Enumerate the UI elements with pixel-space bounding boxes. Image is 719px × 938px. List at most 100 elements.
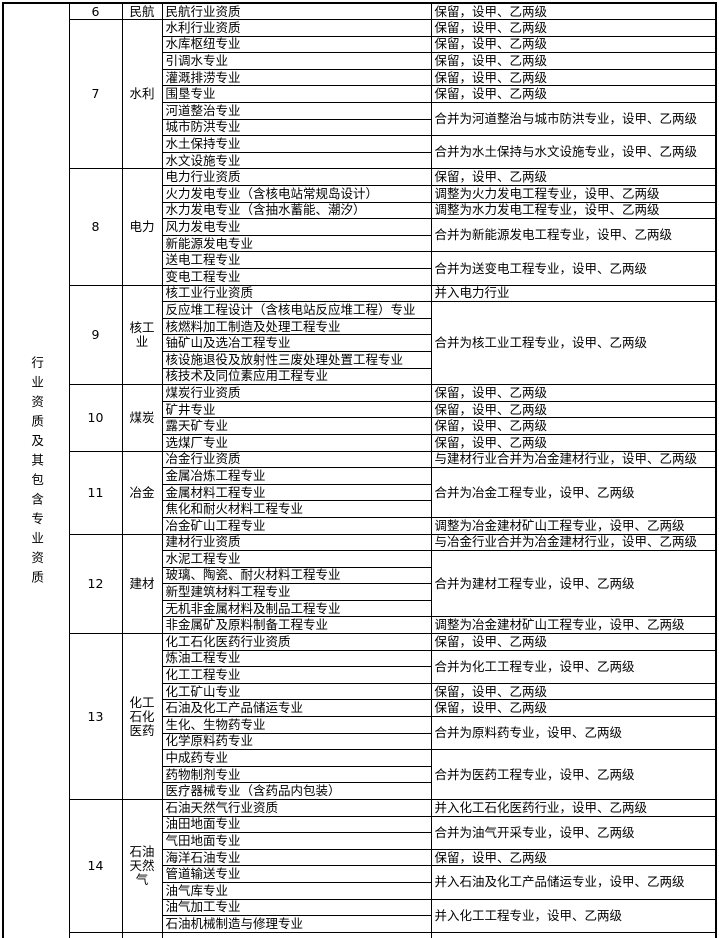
disposition-cell: 保留，设甲、乙两级 (430, 85, 717, 104)
table-row: 药物制剂专业 (3, 765, 716, 784)
industry-cell: 水利 (121, 19, 163, 170)
disposition-cell: 并入电力行业 (430, 284, 717, 303)
specialty-cell: 铀矿山及选冶工程专业 (161, 334, 432, 352)
row-number-cell: 12 (68, 533, 123, 635)
specialty-cell: 焦化和耐火材料工程专业 (161, 500, 432, 518)
specialty-cell: 医疗器械专业（含药品内包装） (161, 782, 432, 800)
table-row: 7 水利 水利行业资质 保留，设甲、乙两级 (3, 19, 717, 170)
disposition-cell: 合并为河道整治与城市防洪专业，设甲、乙两级 (430, 102, 717, 137)
table-row: 油气加工专业 并入化工工程专业，设甲、乙两级 (3, 898, 717, 933)
table-row-partial (3, 931, 717, 938)
specialty-cell: 电力行业资质 (161, 168, 432, 187)
table-row: 13 化工石化医药 化工石化医药行业资质 保留，设甲、乙两级 (3, 633, 717, 800)
specialty-cell: 水泥工程专业 (161, 550, 432, 568)
row-number-cell: 9 (68, 284, 123, 386)
row-number-cell: 10 (68, 384, 123, 452)
disposition-cell: 保留，设甲、乙两级 (430, 19, 717, 37)
specialty-cell: 反应堆工程设计（含核电站反应堆工程）专业 (161, 301, 432, 319)
specialty-cell: 油气加工专业 (161, 898, 432, 917)
specialty-cell: 新能源发电专业 (161, 234, 432, 253)
row-number-cell: 8 (68, 168, 123, 286)
table-row: 冶金矿山工程专业 调整为冶金建材矿山工程专业，设甲、乙两级 (3, 516, 717, 535)
specialty-cell: 火力发电专业（含核电站常规岛设计） (161, 185, 432, 203)
specialty-cell: 水土保持专业 (161, 135, 432, 153)
specialty-cell: 金属材料工程专业 (161, 483, 432, 502)
row-group-header-text: 行业资质及其包含专业资质 (29, 356, 45, 591)
table-row: 核技术及同位素应用工程专业 (3, 367, 716, 386)
specialty-cell: 引调水专业 (161, 52, 432, 70)
table-row: 核燃料加工制造及处理工程专业 (3, 317, 716, 336)
disposition-cell: 合并为化工工程专业，设甲、乙两级 (430, 649, 717, 684)
table-row: 新型建筑材料工程专业 (3, 583, 716, 601)
specialty-cell: 核设施退役及放射性三废处理处置工程专业 (161, 350, 432, 369)
industry-cell: 民航 (121, 2, 163, 21)
table-row: 灌溉排涝专业 保留，设甲、乙两级 (3, 68, 717, 87)
specialty-cell: 选煤厂专业 (161, 433, 432, 452)
disposition-cell: 保留，设甲、乙两级 (430, 433, 717, 452)
table-row: 11 冶金 冶金行业资质 与建材行业合并为冶金建材行业，设甲、乙两级 (3, 450, 717, 535)
specialty-cell: 建材行业资质 (161, 533, 432, 552)
disposition-cell: 与建材行业合并为冶金建材行业，设甲、乙两级 (430, 450, 717, 469)
row-number-cell: 11 (68, 450, 123, 535)
table-row: 12 建材 建材行业资质 与冶金行业合并为冶金建材行业，设甲、乙两级 (3, 533, 717, 635)
disposition-cell: 并入石油及化工产品储运专业，设甲、乙两级 (430, 865, 717, 900)
disposition-cell: 合并为冶金工程专业，设甲、乙两级 (430, 467, 717, 518)
disposition-cell: 保留，设甲、乙两级 (430, 68, 717, 87)
specialty-cell: 围垦专业 (161, 85, 432, 104)
row-number-cell: 14 (68, 799, 123, 933)
disposition-cell: 保留，设甲、乙两级 (430, 35, 717, 54)
table-row: 水土保持专业 合并为水土保持与水文设施专业，设甲、乙两级 (3, 135, 717, 170)
table-row: 河道整治专业 合并为河道整治与城市防洪专业，设甲、乙两级 (3, 102, 717, 137)
disposition-cell: 保留，设甲、乙两级 (430, 2, 717, 21)
row-number-cell: 7 (68, 19, 123, 170)
disposition-cell: 调整为水力发电工程专业，设甲、乙两级 (430, 201, 717, 220)
disposition-cell: 保留，设甲、乙两级 (430, 417, 717, 435)
specialty-cell: 中成药专业 (161, 749, 432, 767)
specialty-cell: 送电工程专业 (161, 251, 432, 269)
specialty-cell: 核工业行业资质 (161, 284, 432, 303)
specialty-cell: 水利行业资质 (161, 19, 432, 37)
table-row: 油田地面专业 合并为油气开采专业，设甲、乙两级 (3, 815, 717, 850)
table-row: 城市防洪专业 (3, 118, 716, 137)
specialty-cell: 核技术及同位素应用工程专业 (161, 367, 432, 386)
specialty-cell: 冶金行业资质 (161, 450, 432, 469)
specialty-cell: 新型建筑材料工程专业 (161, 583, 432, 601)
table-row: 反应堆工程设计（含核电站反应堆工程）专业 合并为核工业工程专业，设甲、乙两级 (3, 301, 717, 386)
specialty-cell: 风力发电专业 (161, 218, 432, 236)
disposition-cell: 合并为原料药专业，设甲、乙两级 (430, 716, 717, 751)
table-row: 铀矿山及选冶工程专业 (3, 334, 716, 352)
specialty-cell: 药物制剂专业 (161, 765, 432, 784)
table-row: 8 电力 电力行业资质 保留，设甲、乙两级 (3, 168, 717, 286)
disposition-cell: 保留，设甲、乙两级 (430, 52, 717, 70)
specialty-cell: 冶金矿山工程专业 (161, 516, 432, 535)
table-row: 火力发电专业（含核电站常规岛设计） 调整为火力发电工程专业，设甲、乙两级 (3, 185, 717, 203)
table-row: 水力发电专业（含抽水蓄能、潮汐） 调整为水力发电工程专业，设甲、乙两级 (3, 201, 717, 220)
industry-cell: 煤炭 (121, 384, 163, 452)
specialty-cell: 城市防洪专业 (161, 118, 432, 137)
disposition-cell: 保留，设甲、乙两级 (430, 699, 717, 718)
specialty-cell: 化工矿山专业 (161, 682, 432, 701)
disposition-cell: 合并为医药工程专业，设甲、乙两级 (430, 749, 717, 800)
industry-cell: 建材 (121, 533, 163, 635)
table-row: 核设施退役及放射性三废处理处置工程专业 (3, 350, 716, 369)
disposition-cell: 调整为火力发电工程专业，设甲、乙两级 (430, 185, 717, 203)
table-row: 14 石油天然气 石油天然气行业资质 并入化工石化医药行业，设甲、乙两级 (3, 799, 717, 933)
disposition-cell: 与冶金行业合并为冶金建材行业，设甲、乙两级 (430, 533, 717, 552)
specialty-cell: 生化、生物药专业 (161, 716, 432, 734)
disposition-cell: 调整为冶金建材矿山工程专业，设甲、乙两级 (430, 616, 717, 635)
disposition-cell: 合并为水土保持与水文设施专业，设甲、乙两级 (430, 135, 717, 170)
specialty-cell: 化工石化医药行业资质 (161, 633, 432, 651)
table-row: 医疗器械专业（含药品内包装） (3, 782, 716, 800)
specialty-cell: 炼油工程专业 (161, 649, 432, 668)
specialty-cell: 石油机械制造与修理专业 (161, 915, 432, 933)
disposition-cell: 并入化工石化医药行业，设甲、乙两级 (430, 799, 717, 817)
specialty-cell: 民航行业资质 (161, 2, 432, 21)
table-row: 管道输送专业 并入石油及化工产品储运专业，设甲、乙两级 (3, 865, 717, 900)
disposition-cell: 调整为冶金建材矿山工程专业，设甲、乙两级 (430, 516, 717, 535)
specialty-cell: 油田地面专业 (161, 815, 432, 834)
table-row: 石油及化工产品储运专业 保留，设甲、乙两级 (3, 699, 717, 718)
disposition-cell: 保留，设甲、乙两级 (430, 400, 717, 419)
